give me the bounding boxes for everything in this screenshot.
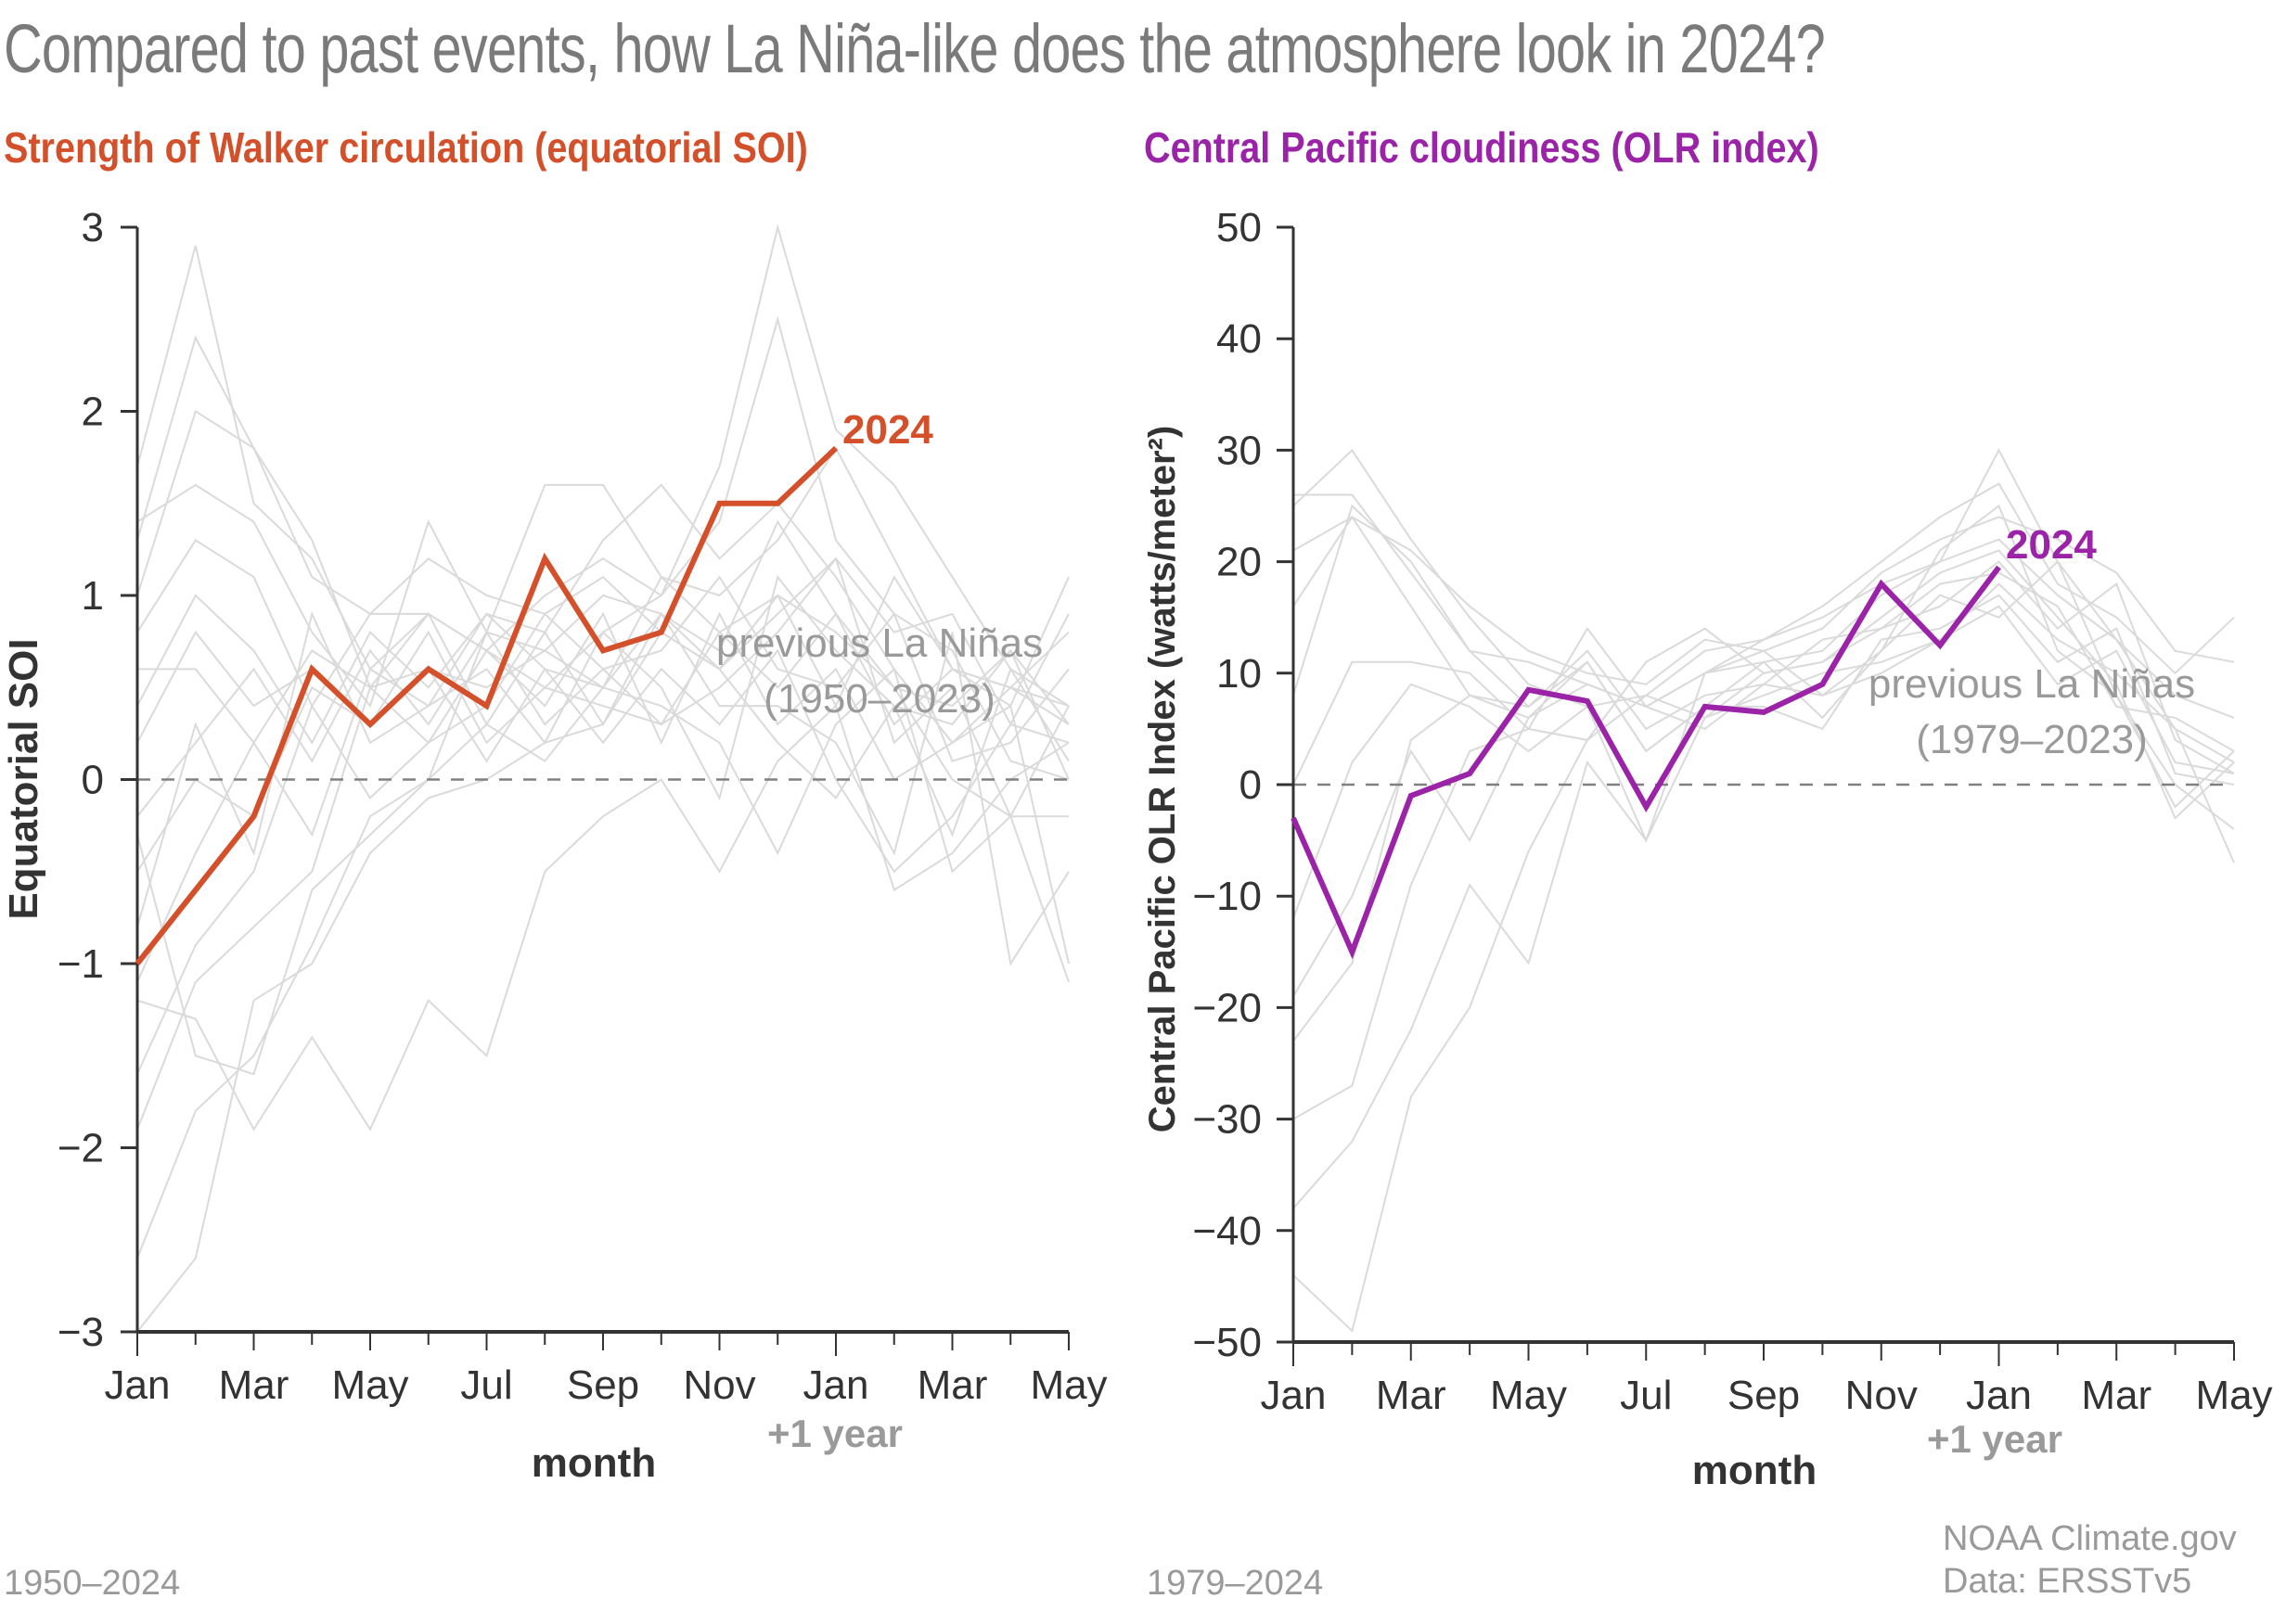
soi-x-tick-label: Sep [567, 1362, 639, 1408]
soi-y-tick-label: 3 [82, 205, 104, 250]
olr-y-tick-label: −20 [1192, 985, 1262, 1030]
olr-panel-title: Central Pacific cloudiness (OLR index) [1144, 123, 1819, 172]
olr-x-tick-label: Nov [1845, 1373, 1918, 1418]
olr-y-tick-label: 40 [1216, 316, 1262, 362]
olr-x-tick-label: Mar [1376, 1373, 1446, 1418]
olr-x-tick-label: Mar [2081, 1373, 2151, 1418]
olr-history-annotation-years: (1979–2023) [1916, 717, 2148, 762]
olr-history-line [1292, 448, 2235, 708]
soi-history-line [136, 613, 1070, 1131]
soi-x-tick-label: May [1030, 1362, 1107, 1408]
soi-history-line [136, 556, 1070, 873]
soi-history-line [136, 539, 1070, 744]
soi-y-tick-label: 2 [82, 390, 104, 435]
olr-y-tick-label: 20 [1216, 540, 1262, 585]
soi-plus-one-year-note: +1 year [767, 1412, 903, 1455]
soi-history-line [136, 575, 1070, 927]
olr-history-annotation: previous La Niñas [1868, 661, 2195, 707]
soi-history-line [136, 704, 1070, 1132]
olr-2024-line [1291, 565, 2001, 960]
olr-history-line [1293, 448, 2235, 763]
olr-y-tick-label: −50 [1192, 1320, 1262, 1365]
soi-y-tick-label: 1 [82, 573, 104, 619]
olr-history-line [1292, 594, 2235, 997]
soi-y-tick-label: −2 [58, 1126, 104, 1171]
soi-2024-label: 2024 [842, 407, 933, 453]
main-title: Compared to past events, how La Niña-lik… [4, 10, 1826, 87]
olr-y-tick-label: −40 [1192, 1208, 1262, 1254]
soi-history-annotation-years: (1950–2023) [764, 676, 995, 722]
soi-x-tick-label: Jul [460, 1362, 512, 1408]
soi-history-line [137, 612, 1070, 745]
soi-y-tick-label: −1 [58, 941, 104, 987]
olr-x-tick-label: Jan [1966, 1373, 2032, 1418]
soi-y-tick-label: 0 [82, 758, 104, 803]
soi-history-line [136, 631, 1070, 1333]
credit-block: NOAA Climate.gov Data: ERSSTv5 [1943, 1517, 2237, 1603]
soi-history-annotation: previous La Niñas [716, 620, 1043, 666]
credit-source: NOAA Climate.gov [1943, 1519, 2237, 1558]
soi-x-tick-label: Mar [918, 1362, 988, 1408]
soi-x-tick-label: Nov [683, 1362, 755, 1408]
soi-history-line [136, 446, 1070, 709]
soi-x-tick-label: Mar [219, 1362, 289, 1408]
credit-data: Data: ERSSTv5 [1943, 1562, 2192, 1601]
olr-history-line [1292, 504, 2235, 1209]
olr-period-note: 1979–2024 [1147, 1564, 1324, 1603]
soi-2024-line [135, 446, 839, 965]
olr-y-tick-label: 30 [1216, 428, 1262, 473]
olr-y-tick-label: −10 [1192, 874, 1262, 919]
olr-y-tick-label: 50 [1216, 205, 1262, 250]
olr-history-line [1292, 571, 2235, 1333]
soi-history-line [136, 594, 1069, 1076]
olr-chart: 50 40 30 20 10 0 −10 −20 −30 −40 −50 Jan Mar May Jul Se… [1142, 205, 2273, 1493]
olr-2024-label: 2024 [2006, 522, 2097, 568]
olr-x-tick-label: Sep [1727, 1373, 1800, 1418]
olr-x-axis-title: month [1692, 1448, 1817, 1493]
soi-x-tick-label: May [331, 1362, 408, 1408]
soi-x-tick-label: Jan [803, 1362, 869, 1408]
olr-y-axis-title: Central Pacific OLR Index (watts/meter²) [1142, 426, 1183, 1132]
soi-history-line [136, 611, 1070, 1075]
soi-x-axis-title: month [532, 1440, 656, 1486]
olr-y-tick-label: 10 [1216, 651, 1262, 697]
olr-x-tick-label: Jan [1261, 1373, 1327, 1418]
soi-period-note: 1950–2024 [4, 1564, 181, 1603]
soi-y-axis-title: Equatorial SOI [1, 638, 46, 919]
olr-plus-one-year-note: +1 year [1927, 1417, 2062, 1461]
olr-y-tick-label: 0 [1239, 762, 1262, 808]
olr-x-tick-label: May [1490, 1373, 1567, 1418]
soi-panel-title: Strength of Walker circulation (equatori… [4, 123, 808, 172]
soi-x-tick-label: Jan [105, 1362, 171, 1408]
olr-x-tick-label: May [2195, 1373, 2272, 1418]
olr-x-tick-label: Jul [1620, 1373, 1672, 1418]
soi-y-tick-label: −3 [58, 1310, 104, 1355]
olr-y-tick-label: −30 [1192, 1097, 1262, 1143]
olr-history-line [1292, 605, 2235, 1120]
olr-history-line [1292, 559, 2235, 1042]
